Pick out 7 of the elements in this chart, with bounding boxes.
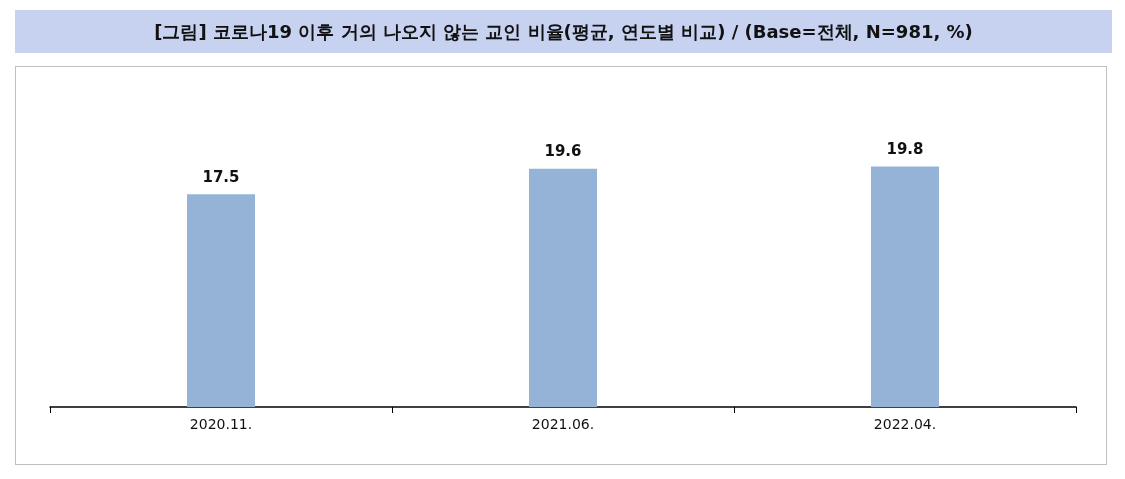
x-tick-label: 2022.04.	[873, 416, 937, 432]
data-label: 17.5	[202, 167, 240, 186]
x-tick-label: 2020.11.	[189, 416, 253, 432]
data-label: 19.6	[544, 142, 582, 161]
x-tick-label: 2021.06.	[531, 416, 595, 432]
chart-title: [그림] 코로나19 이후 거의 나오지 않는 교인 비율(평균, 연도별 비교) / (Base=전체, N=981, %)	[15, 10, 1112, 53]
data-label: 19.8	[886, 139, 924, 158]
